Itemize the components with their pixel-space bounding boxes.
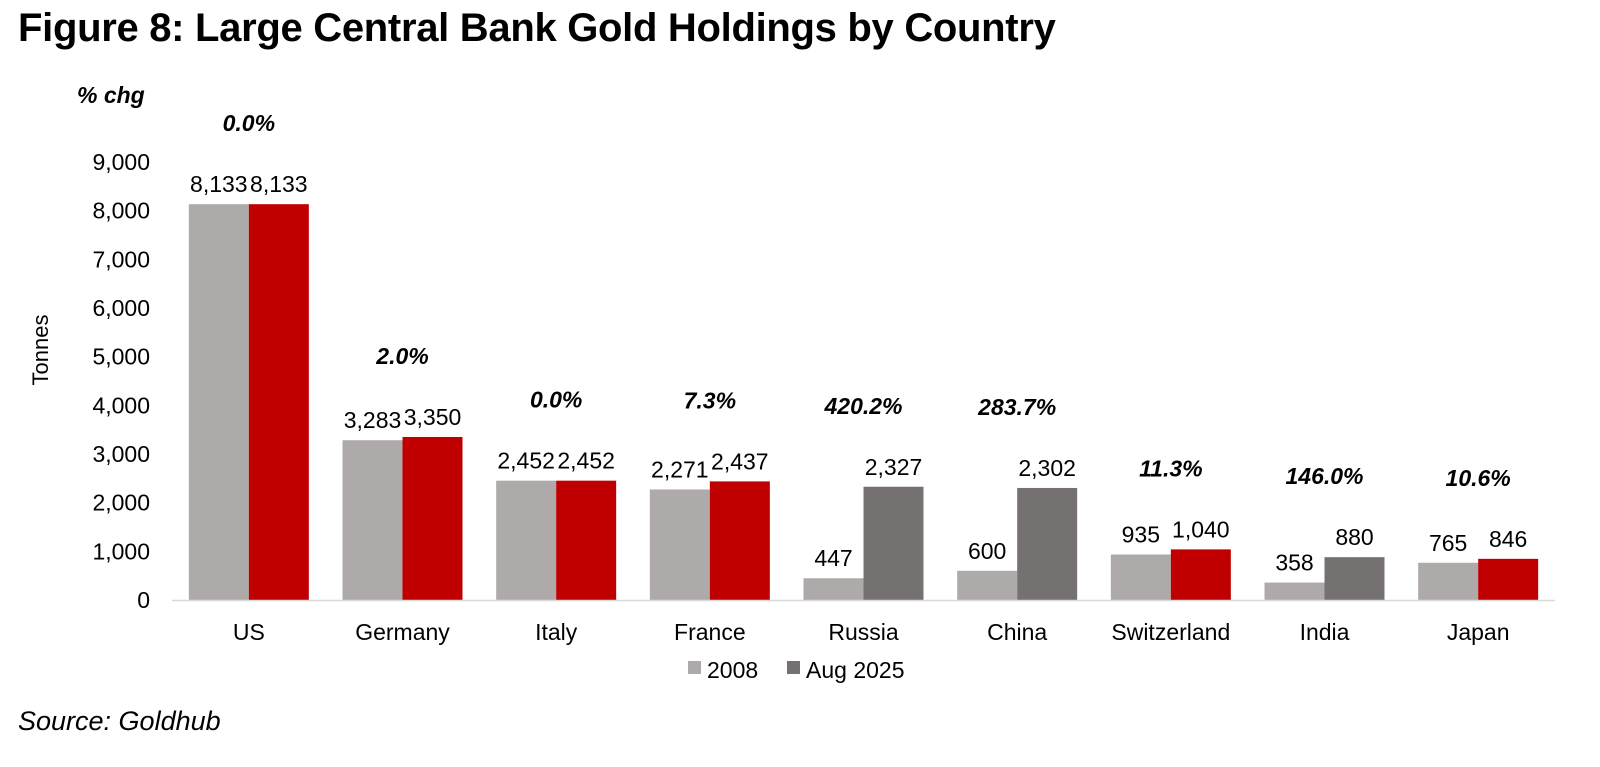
pct-change-label: 10.6% <box>1446 465 1511 491</box>
y-tick-label: 8,000 <box>92 198 150 224</box>
data-label: 846 <box>1489 526 1527 552</box>
data-label: 600 <box>968 538 1006 564</box>
pct-change-label: 283.7% <box>977 394 1056 420</box>
bar-italy-aug-2025 <box>556 480 617 600</box>
y-axis-title: Tonnes <box>28 315 53 386</box>
x-tick-label: Switzerland <box>1111 619 1230 645</box>
x-tick-label: US <box>233 619 265 645</box>
data-label: 935 <box>1122 521 1160 547</box>
y-tick-label: 1,000 <box>92 538 150 564</box>
pct-change-label: 0.0% <box>530 387 582 413</box>
y-tick-label: 5,000 <box>92 344 150 370</box>
data-label: 8,133 <box>250 171 308 197</box>
bar-germany-2008 <box>342 440 403 600</box>
data-label: 3,350 <box>404 404 462 430</box>
data-label: 2,437 <box>711 448 769 474</box>
y-tick-label: 2,000 <box>92 490 150 516</box>
data-label: 358 <box>1275 550 1313 576</box>
y-tick-label: 3,000 <box>92 441 150 467</box>
pct-change-label: 0.0% <box>223 110 275 136</box>
y-tick-label: 0 <box>137 587 150 613</box>
bar-india-2008 <box>1264 582 1325 600</box>
data-label: 2,452 <box>557 448 615 474</box>
y-axis: 0 1,000 2,000 3,000 4,000 5,000 6,000 7,000 8,00… <box>28 149 150 613</box>
data-label: 447 <box>814 545 852 571</box>
x-tick-label: Russia <box>828 619 899 645</box>
x-tick-label: Germany <box>355 619 450 645</box>
data-label: 3,283 <box>344 407 402 433</box>
bar-switzerland-2008 <box>1110 554 1171 600</box>
bar-china-aug-2025 <box>1017 487 1078 600</box>
source-note: Source: Goldhub <box>18 706 221 736</box>
data-label: 2,271 <box>651 456 709 482</box>
x-tick-label: France <box>674 619 746 645</box>
legend-swatch <box>787 661 800 674</box>
bar-germany-aug-2025 <box>402 436 463 600</box>
bar-france-aug-2025 <box>709 481 770 600</box>
pct-change-label: 7.3% <box>684 387 736 413</box>
x-tick-label: India <box>1300 619 1350 645</box>
data-label: 8,133 <box>190 171 248 197</box>
bar-japan-aug-2025 <box>1478 558 1539 600</box>
bar-russia-aug-2025 <box>863 486 924 600</box>
x-tick-label: China <box>987 619 1047 645</box>
legend-label: 2008 <box>707 657 758 683</box>
y-tick-label: 9,000 <box>92 149 150 175</box>
legend-label: Aug 2025 <box>806 657 904 683</box>
bar-india-aug-2025 <box>1324 557 1385 600</box>
data-label: 880 <box>1335 524 1373 550</box>
bar-us-2008 <box>188 204 249 600</box>
data-label: 2,452 <box>497 448 555 474</box>
data-label: 2,327 <box>865 454 923 480</box>
pct-change-label: 420.2% <box>823 393 902 419</box>
pct-change-label: 11.3% <box>1139 455 1203 481</box>
x-axis: US Germany Italy France Russia China Switzerla… <box>172 599 1555 645</box>
y-tick-label: 7,000 <box>92 246 150 272</box>
pct-change-label: 2.0% <box>375 343 428 369</box>
bar-japan-2008 <box>1418 562 1479 600</box>
bar-italy-2008 <box>496 480 557 600</box>
x-tick-label: Italy <box>535 619 578 645</box>
pct-change-label: 146.0% <box>1285 463 1363 489</box>
bar-switzerland-aug-2025 <box>1170 549 1231 600</box>
pct-change-header: % chg <box>77 82 145 108</box>
bar-us-aug-2025 <box>248 204 309 600</box>
bar-russia-2008 <box>803 578 864 600</box>
bars <box>188 204 1539 600</box>
y-tick-label: 6,000 <box>92 295 150 321</box>
data-label: 765 <box>1429 530 1467 556</box>
y-tick-label: 4,000 <box>92 392 150 418</box>
legend-swatch <box>688 661 701 674</box>
chart-title: Figure 8: Large Central Bank Gold Holdin… <box>18 6 1056 50</box>
bar-china-2008 <box>957 570 1018 600</box>
x-tick-label: Japan <box>1447 619 1510 645</box>
legend: 2008 Aug 2025 <box>688 657 904 683</box>
data-label: 2,302 <box>1018 455 1076 481</box>
bar-france-2008 <box>649 489 710 600</box>
data-label: 1,040 <box>1172 516 1230 542</box>
